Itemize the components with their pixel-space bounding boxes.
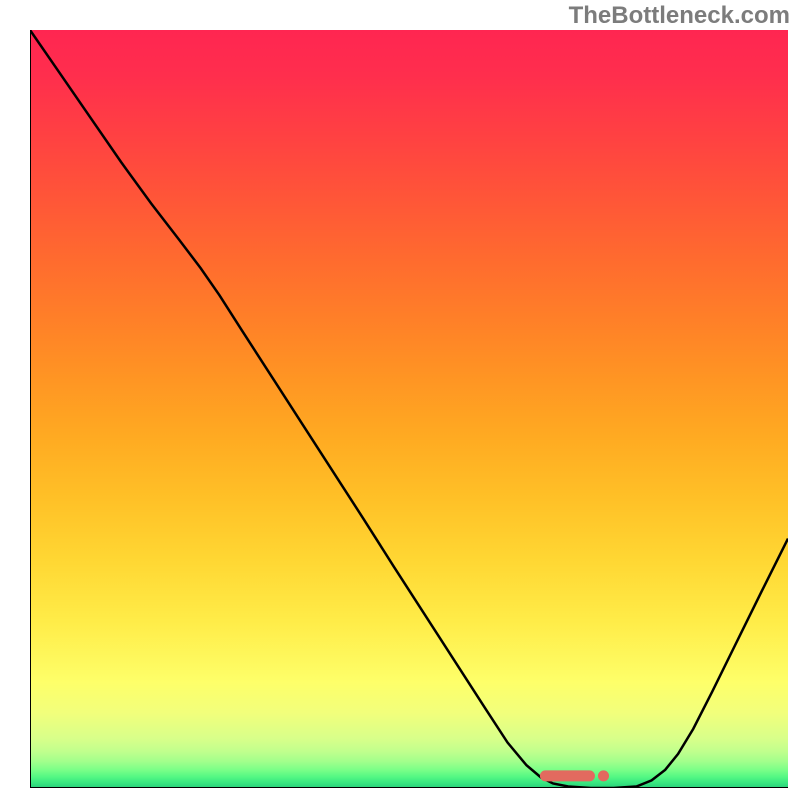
gradient-background xyxy=(30,30,788,788)
plot-area xyxy=(30,30,788,788)
watermark-text: TheBottleneck.com xyxy=(569,2,790,30)
chart-container: { "watermark": { "text": "TheBottleneck.… xyxy=(0,0,800,800)
plot-svg xyxy=(30,30,788,788)
